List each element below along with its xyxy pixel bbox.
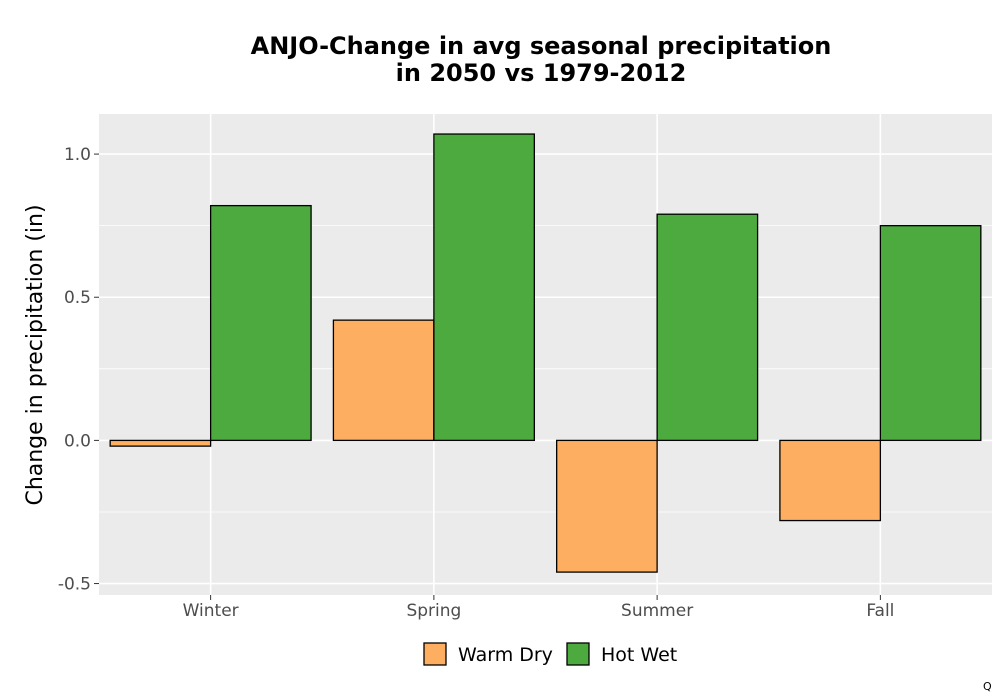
bar-hot-wet-spring — [433, 133, 535, 442]
x-tick-label: Winter — [183, 601, 239, 621]
y-axis-ticks: -0.5 0.0 0.5 1.0 — [58, 145, 99, 595]
x-axis-ticks: Winter Spring Summer Fall — [183, 595, 894, 621]
bar-warm-dry-fall — [779, 439, 882, 522]
corner-mark: Q — [983, 680, 992, 693]
y-tick-label: 0.5 — [64, 288, 91, 308]
bar-hot-wet-summer — [656, 213, 759, 442]
bar-warm-dry-winter — [109, 439, 212, 447]
legend-key-warm-dry — [423, 642, 447, 666]
x-tick-label: Spring — [406, 601, 461, 621]
legend-label-hot-wet: Hot Wet — [601, 644, 677, 666]
legend-key-hot-wet — [566, 642, 590, 666]
bars — [109, 133, 982, 573]
y-tick-label: 0.0 — [64, 431, 91, 451]
bar-hot-wet-fall — [879, 225, 982, 442]
x-tick-label: Summer — [621, 601, 693, 621]
bar-warm-dry-spring — [332, 319, 435, 442]
bar-warm-dry-summer — [556, 439, 658, 573]
bar-hot-wet-winter — [209, 204, 312, 442]
chart-title-line-2: in 2050 vs 1979-2012 — [396, 59, 687, 87]
y-tick-label: -0.5 — [58, 575, 91, 595]
chart-title-line-1: ANJO-Change in avg seasonal precipitatio… — [251, 32, 832, 60]
y-axis-label: Change in precipitation (in) — [23, 204, 48, 505]
legend-label-warm-dry: Warm Dry — [458, 644, 553, 666]
legend: Warm Dry Hot Wet — [423, 642, 677, 666]
x-tick-label: Fall — [866, 601, 894, 621]
y-tick-label: 1.0 — [64, 145, 91, 165]
